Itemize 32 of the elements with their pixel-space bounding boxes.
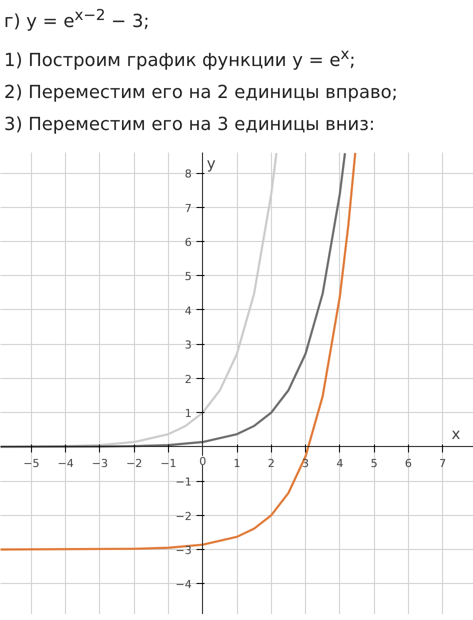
text: 2) Переместим его на 2 единицы вправо; bbox=[4, 81, 398, 105]
chart-title: г) y = e$^{x−2}$ − 3; bbox=[4, 5, 150, 34]
text: 1) Построим график функции y = e$^{x}$; bbox=[4, 44, 356, 73]
y-tick-label: 3 bbox=[184, 338, 192, 352]
x-tick-label: 1 bbox=[234, 456, 240, 470]
y-tick-label: −4 bbox=[176, 578, 192, 592]
y-tick-label: 1 bbox=[184, 407, 192, 420]
x-tick-label: −4 bbox=[58, 456, 74, 470]
x-tick-label: −3 bbox=[92, 456, 108, 470]
x-tick-label: 5 bbox=[370, 456, 378, 470]
line-series bbox=[0, 152, 346, 448]
x-tick-label: 2 bbox=[268, 456, 275, 470]
x-tick-label: −2 bbox=[126, 456, 142, 470]
x-tick-label: 0 bbox=[199, 454, 206, 468]
x-tick-label: 6 bbox=[404, 456, 412, 470]
x-tick-label: −1 bbox=[160, 456, 177, 470]
x-tick-label: −5 bbox=[23, 456, 40, 470]
y-tick-label: 4 bbox=[184, 304, 192, 318]
y-axis-title: y bbox=[206, 154, 216, 172]
y-tick-label: −1 bbox=[176, 476, 192, 489]
x-tick-label: 7 bbox=[439, 456, 446, 470]
y-tick-label: 5 bbox=[184, 270, 192, 284]
y-tick-label: −3 bbox=[176, 544, 192, 557]
x-tick-label: 3 bbox=[302, 456, 310, 470]
y-tick-label: 6 bbox=[184, 236, 192, 249]
y-tick-label: 7 bbox=[184, 202, 192, 215]
y-tick-label: −2 bbox=[176, 510, 192, 523]
y-tick-label: 8 bbox=[184, 168, 192, 181]
x-tick-label: 4 bbox=[336, 456, 344, 470]
x-axis-title: x bbox=[452, 424, 460, 443]
y-tick-label: 2 bbox=[184, 372, 192, 386]
text: 3) Переместим его на 3 единицы вниз: bbox=[4, 113, 376, 137]
